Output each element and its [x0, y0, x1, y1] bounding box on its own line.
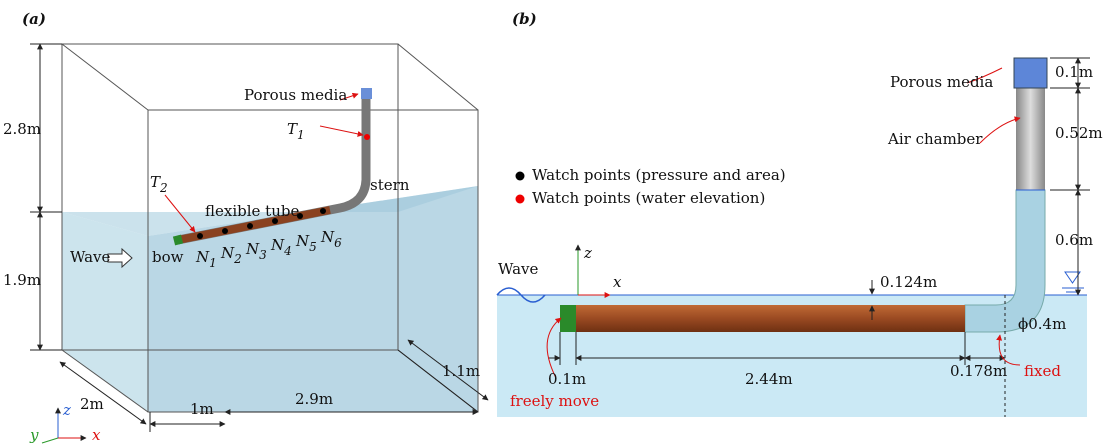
dim-label: 2.9m — [295, 390, 333, 408]
legend-dot-red — [516, 195, 525, 204]
legend-text: Watch points (water elevation) — [532, 189, 765, 207]
figure: (a) 2.8m 1.9m 2m 1m 2.9m 1.1m Porous med… — [0, 0, 1112, 444]
air-label: Air chamber — [887, 130, 983, 148]
dim-label: 1.1m — [442, 362, 480, 380]
porous-label: Porous media — [890, 73, 993, 91]
porous-block — [361, 88, 372, 99]
legend-text: Watch points (pressure and area) — [532, 166, 786, 184]
node-sub: 5 — [309, 240, 317, 254]
node-main: N — [245, 240, 260, 258]
dim-label: 0.178m — [950, 362, 1007, 380]
axis-z: z — [583, 244, 592, 262]
axis-x: x — [613, 273, 622, 291]
node-sub: 1 — [209, 256, 217, 270]
t2-sub: 2 — [159, 181, 168, 195]
t2-label: T2 — [150, 173, 168, 195]
t1-sub: 1 — [297, 128, 305, 142]
tube-label: flexible tube — [205, 202, 299, 220]
node-main: N — [270, 236, 285, 254]
panel-a: (a) 2.8m 1.9m 2m 1m 2.9m 1.1m Porous med… — [3, 10, 488, 444]
panel-b: (b) Watch points (pressure and area) Wat… — [497, 10, 1103, 417]
gap-label: 0.124m — [880, 273, 937, 291]
node-sub: 3 — [259, 248, 267, 262]
flexible-tube — [560, 305, 965, 332]
dim-label: 0.1m — [1055, 63, 1093, 81]
node-main: N — [320, 228, 335, 246]
dim-label: 2.8m — [3, 120, 41, 138]
dim-label: 0.52m — [1055, 124, 1103, 142]
dim-label: 2m — [80, 395, 104, 413]
dim-label: 1.9m — [3, 271, 41, 289]
wave-label: Wave — [70, 248, 111, 266]
bow-cap — [560, 305, 576, 332]
panel-label: (b) — [512, 10, 537, 28]
bow-cap — [174, 239, 182, 241]
bow-label: bow — [152, 248, 184, 266]
water-side — [62, 212, 148, 412]
fixed-label: fixed — [1024, 362, 1061, 380]
node-sub: 4 — [283, 244, 292, 258]
node-sub: 6 — [334, 236, 342, 250]
pipe-elbow — [965, 190, 1045, 332]
node-main: N — [295, 232, 310, 250]
dim-label: 1m — [190, 400, 214, 418]
node-main: N — [220, 244, 235, 262]
dim-label: 0.6m — [1055, 231, 1093, 249]
dim-label: 2.44m — [745, 370, 793, 388]
panel-label: (a) — [22, 10, 46, 28]
t1-label: T1 — [287, 120, 305, 142]
t1-arrow — [320, 126, 363, 135]
stern-label: stern — [370, 176, 410, 194]
dim-label: 0.1m — [548, 370, 586, 388]
axis-x: x — [92, 426, 101, 444]
axis-z: z — [62, 401, 71, 419]
porous-label: Porous media — [244, 86, 347, 104]
diameter-label: ϕ0.4m — [1018, 315, 1066, 333]
porous-block — [1014, 58, 1047, 88]
air-arrow — [980, 118, 1020, 143]
water-level-lines — [1062, 288, 1084, 292]
free-label: freely move — [510, 392, 599, 410]
node-main: N — [195, 248, 210, 266]
water-elevation-point — [364, 134, 370, 140]
axis-y: y — [29, 426, 39, 444]
wave-label: Wave — [498, 260, 539, 278]
node-sub: 2 — [233, 252, 242, 266]
legend-dot-black — [516, 172, 525, 181]
